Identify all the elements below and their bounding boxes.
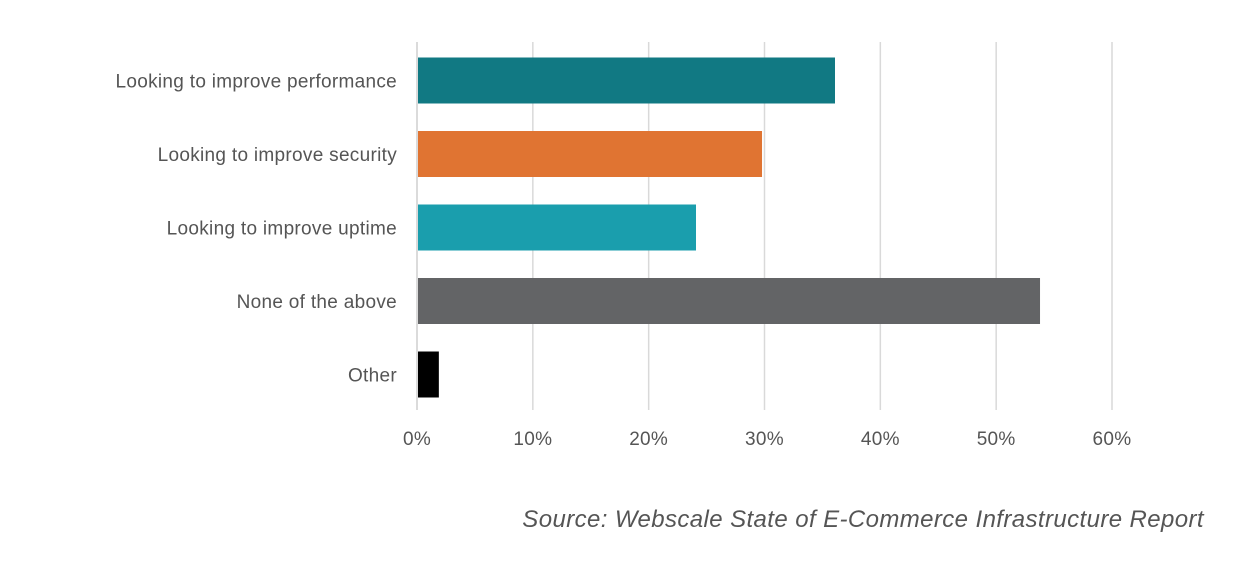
- bar: [418, 57, 835, 104]
- bar: [418, 278, 1041, 324]
- x-tick-label: 40%: [861, 429, 900, 450]
- bar: [418, 204, 696, 251]
- x-tick-label: 10%: [513, 429, 552, 450]
- category-label: Looking to improve security: [158, 145, 398, 166]
- x-tick-label: 60%: [1093, 429, 1132, 450]
- bar: [418, 131, 763, 177]
- x-tick-label: 50%: [977, 429, 1016, 450]
- bar: [418, 351, 439, 398]
- tick-labels: 0% 10% 20% 30% 40% 50% 60%: [403, 429, 1132, 450]
- category-labels: Looking to improve performance Looking to…: [116, 72, 398, 387]
- source-note: Source: Webscale State of E-Commerce Inf…: [522, 506, 1204, 533]
- category-label: None of the above: [237, 292, 397, 313]
- category-label: Looking to improve performance: [116, 72, 397, 93]
- x-tick-label: 20%: [629, 429, 668, 450]
- bars: [418, 57, 1041, 398]
- category-label: Other: [348, 366, 397, 387]
- x-tick-label: 30%: [745, 429, 784, 450]
- category-label: Looking to improve uptime: [167, 219, 397, 240]
- x-tick-label: 0%: [403, 429, 431, 450]
